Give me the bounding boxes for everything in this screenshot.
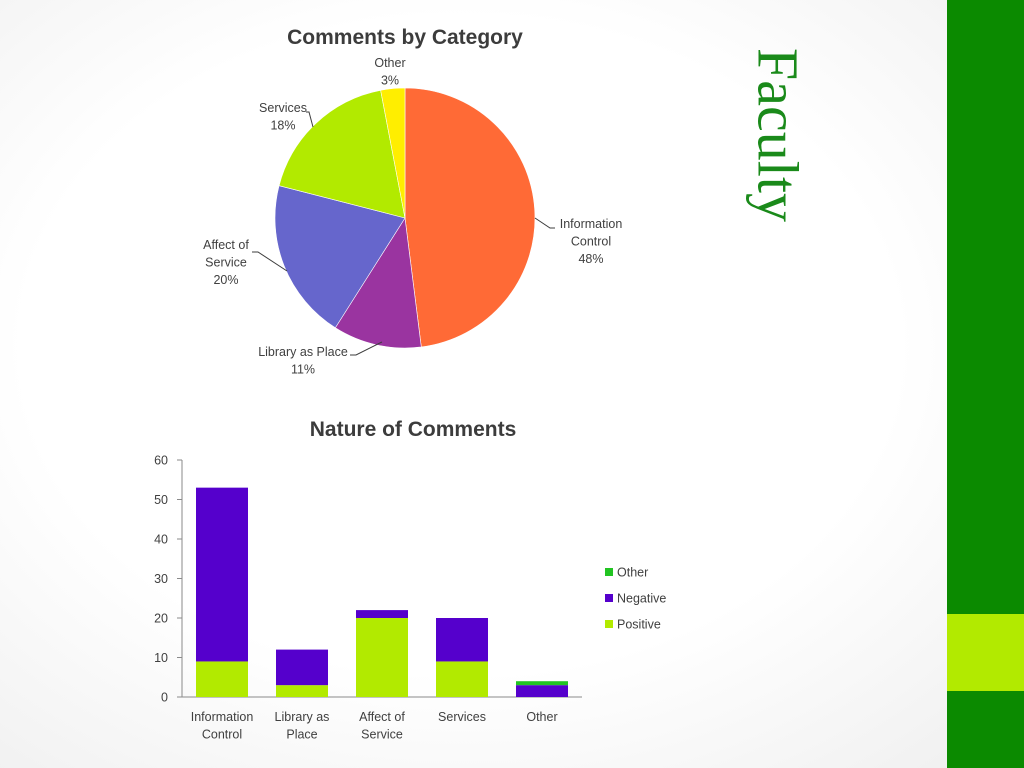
pie-label-information-control: Information Control 48% [560,217,623,266]
pie-slice-other [380,87,406,219]
pie-slice-information-control [404,87,536,348]
y-tick-label: 10 [154,651,168,665]
bar-negative-other [516,685,568,697]
pie-leader-line-affect-of-service [252,251,288,272]
legend-swatch-other [605,568,613,576]
pie-slices [274,87,536,349]
bar-positive-services [436,661,488,697]
pie-label-library-as-place: Library as Place 11% [258,345,348,377]
y-tick-label: 50 [154,493,168,507]
legend-swatch-negative [605,594,613,602]
bar-negative-library-as-place [276,649,328,686]
pie-chart-title: Comments by Category [287,26,523,49]
bar-bars [196,487,568,697]
y-tick-label: 0 [161,691,168,705]
bar-chart: Nature of Comments 0 10 20 30 40 50 60 Informa… [154,418,666,742]
bar-negative-services [436,618,488,662]
legend-swatch-positive [605,620,613,628]
pie-leader-line-library-as-place [350,341,383,356]
bar-positive-library-as-place [276,685,328,697]
pie-label-services: Services 18% [259,101,307,133]
pie-leader-line-information-control [534,217,555,229]
x-tick-label-services: Services [438,710,486,724]
x-tick-label-information-control: Information Control [191,710,254,742]
x-tick-label-other: Other [526,710,557,724]
legend-label-positive: Positive [617,618,661,632]
pie-labels: Information Control 48% Library as Place 11%… [203,56,622,377]
bar-positive-affect-of-service [356,618,408,697]
legend-label-negative: Negative [617,592,666,606]
bar-negative-information-control [196,487,248,662]
y-tick-label: 40 [154,533,168,547]
sidebar-band-accent [947,614,1024,691]
x-tick-label-affect-of-service: Affect of Service [359,710,405,742]
sidebar-band-bottom [947,691,1024,768]
y-tick-label: 20 [154,612,168,626]
charts-canvas: Comments by Category Information Control 4… [154,26,666,742]
slide-sidebar [947,0,1024,768]
sidebar-band-top [947,0,1024,614]
legend-label-other: Other [617,566,648,580]
bar-positive-information-control [196,661,248,697]
pie-label-other: Other 3% [374,56,405,88]
bar-chart-title: Nature of Comments [310,418,517,441]
pie-chart: Comments by Category Information Control 4… [203,26,622,377]
bar-x-axis-labels: Information Control Library as Place Affect … [191,710,558,742]
pie-slice-services [278,89,406,219]
pie-leader-line-services [306,111,314,128]
y-tick-label: 30 [154,572,168,586]
x-tick-label-library-as-place: Library as Place [275,710,330,742]
pie-label-affect-of-service: Affect of Service 20% [203,238,249,287]
bar-legend: Other Negative Positive [605,566,666,632]
y-tick-label: 60 [154,454,168,468]
pie-slice-affect-of-service [274,185,406,329]
bar-other-other [516,681,568,686]
bar-negative-affect-of-service [356,610,408,618]
